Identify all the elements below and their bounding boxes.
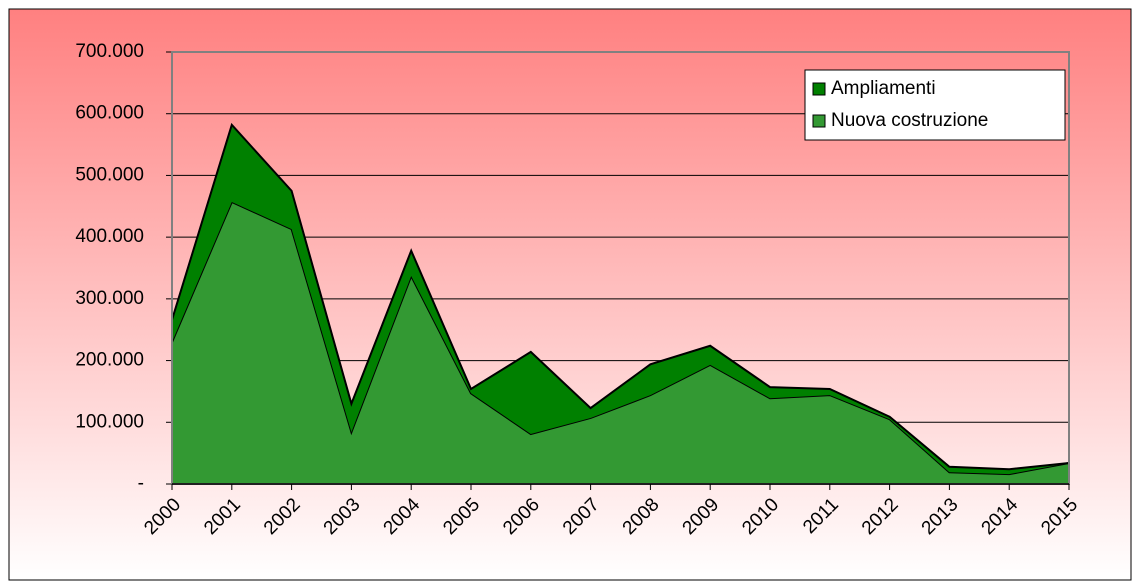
y-tick-label: 300.000 — [75, 288, 144, 309]
legend-box — [804, 69, 1066, 141]
legend-label: Nuova costruzione — [831, 110, 988, 131]
y-tick-label: - — [138, 473, 144, 494]
area-fill — [172, 201, 1069, 485]
y-tick-label: 500.000 — [75, 164, 144, 185]
area-line — [171, 122, 1070, 471]
legend-label: Ampliamenti — [831, 78, 936, 99]
y-tick-label: 100.000 — [75, 411, 144, 432]
y-tick-label: 400.000 — [75, 226, 144, 247]
y-tick-label: 600.000 — [75, 103, 144, 124]
y-tick-label: 700.000 — [75, 41, 144, 62]
legend-swatch — [812, 82, 826, 96]
y-tick-label: 200.000 — [75, 350, 144, 371]
legend-swatch — [812, 114, 826, 128]
area-fill — [172, 124, 1069, 475]
